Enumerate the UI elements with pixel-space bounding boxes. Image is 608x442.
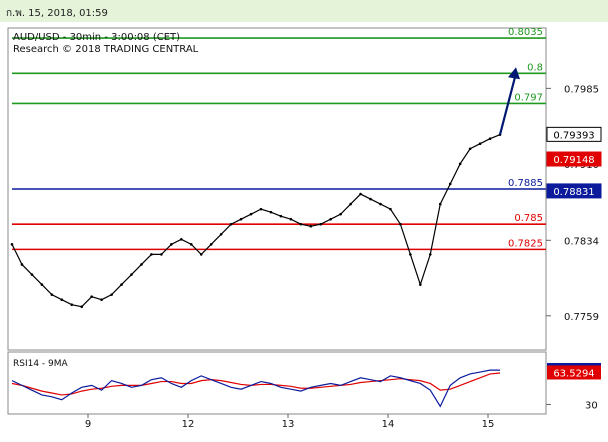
arrow-head [508,67,520,80]
price-point [488,137,492,140]
chart-header-line2: Research © 2018 TRADING CENTRAL [13,44,199,55]
price-point [110,293,113,296]
rsi-label: RSI14 - 9MA [13,359,69,369]
levels-layer: 0.8035 0.8 0.797 0.7885 0.785 0.7825 [12,27,546,251]
price-badge-label: 0.79393 [553,130,594,141]
price-point [478,142,482,146]
price-point [219,232,223,236]
price-point [130,273,133,276]
price-point [40,283,44,286]
price-point [209,243,213,246]
price-point [309,224,313,228]
level-label: 0.8035 [508,27,543,38]
chart-header-line1: AUD/USD - 30min - 3:00:08 (CET) [13,32,180,43]
price-badge-label: 0.78831 [553,187,594,198]
price-point [239,217,243,221]
price-point [419,283,422,286]
price-point [229,222,233,226]
top-status-bar: ก.พ. 15, 2018, 01:59 [0,0,608,22]
x-tick-label: 14 [382,419,395,430]
price-point [30,273,34,276]
price-point [359,192,362,196]
price-point [458,162,462,166]
price-point [448,182,452,186]
price-point [349,202,352,206]
price-point [339,212,342,216]
price-point [60,298,64,301]
price-point [180,238,183,241]
price-point [379,202,382,206]
price-point [409,253,412,256]
x-tick-label: 12 [182,419,195,430]
price-point [140,263,143,266]
rsi-ma-line [11,372,501,396]
price-point [160,253,163,256]
price-point [428,253,432,256]
price-point [150,253,153,256]
price-point [189,243,193,246]
price-point [438,202,442,206]
price-point [259,207,263,211]
price-point [389,207,392,211]
price-point [170,243,173,246]
price-point [10,243,14,246]
level-label: 0.8 [527,62,543,73]
price-point [249,212,253,216]
rsi-y-tick-label: 30 [585,400,598,411]
price-point [269,210,273,214]
price-point [289,217,293,221]
rsi-plot-area [7,351,547,415]
level-label: 0.785 [514,213,543,224]
price-point [319,222,323,226]
price-point [468,147,472,151]
timestamp: ก.พ. 15, 2018, 01:59 [6,8,108,19]
level-label: 0.7825 [508,238,543,249]
price-point [20,263,24,266]
price-point [369,197,372,201]
price-point [50,293,54,296]
price-badge-box [546,126,602,142]
y-tick-label: 0.7834 [564,236,599,247]
price-badge-label: 0.79148 [553,155,594,166]
x-tick-label: 9 [85,419,91,430]
rsi-badge-label: 63.5294 [553,368,594,379]
price-point [120,283,123,286]
x-tick-label: 13 [282,419,295,430]
arrow-shaft [498,72,518,135]
price-point [279,214,283,218]
level-label: 0.797 [514,92,543,103]
x-tick-label: 15 [482,419,495,430]
price-point [90,295,93,298]
price-line [11,134,501,308]
forecast-arrow [498,67,520,135]
price-point [70,303,74,307]
price-point [329,217,332,221]
price-badge-box [546,183,602,199]
price-point [199,253,203,256]
y-tick-label: 0.7759 [564,312,599,323]
rsi-layer [11,369,501,408]
price-point [80,305,84,309]
level-label: 0.7885 [508,178,543,189]
price-point [299,222,303,226]
price-badge-box [546,151,602,167]
price-point [100,298,103,301]
price-point [399,222,402,226]
rsi-line [11,369,500,408]
y-tick-label: 0.7985 [564,84,599,95]
rsi-badge-box [547,365,601,380]
price-layer [10,133,502,309]
